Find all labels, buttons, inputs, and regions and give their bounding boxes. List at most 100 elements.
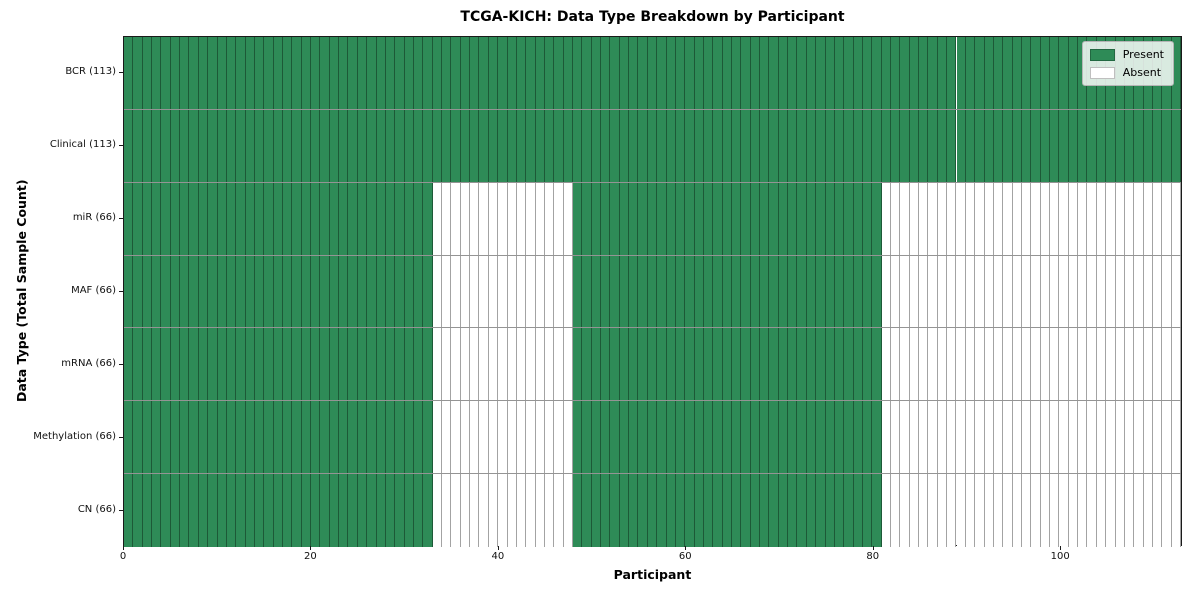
heatmap-cell [264, 182, 274, 255]
heatmap-cell [1143, 474, 1153, 547]
heatmap-cell [376, 255, 386, 328]
heatmap-cell [367, 37, 377, 109]
heatmap-cell [928, 255, 938, 328]
heatmap-cell [180, 474, 190, 547]
heatmap-cell [956, 182, 966, 255]
heatmap-cell [788, 37, 798, 109]
heatmap-cell [909, 109, 920, 182]
heatmap-cell [1050, 109, 1060, 182]
heatmap-cell [703, 474, 714, 547]
heatmap-cell [1124, 109, 1135, 182]
heatmap-cell [133, 37, 143, 109]
heatmap-cell [152, 182, 162, 255]
heatmap-cell [732, 182, 742, 255]
heatmap-cell [806, 255, 817, 328]
heatmap-row [124, 474, 1181, 547]
heatmap-cell [900, 401, 910, 474]
heatmap-cell [432, 182, 443, 255]
heatmap-cell [563, 109, 573, 182]
heatmap-cell [357, 401, 368, 474]
heatmap-cell [348, 182, 358, 255]
heatmap-cell [254, 401, 265, 474]
heatmap-cell [236, 328, 246, 401]
heatmap-cell [563, 328, 573, 401]
heatmap-cell [844, 474, 854, 547]
heatmap-cell [217, 109, 227, 182]
heatmap-cell [844, 255, 854, 328]
heatmap-cell [283, 328, 293, 401]
heatmap-cell [208, 328, 218, 401]
heatmap-cell [432, 255, 443, 328]
heatmap-cell [703, 37, 714, 109]
heatmap-cell [610, 182, 620, 255]
heatmap-cell [844, 37, 854, 109]
heatmap-cell [778, 401, 789, 474]
heatmap-cell [544, 255, 555, 328]
heatmap-cell [198, 401, 209, 474]
heatmap-cell [713, 255, 723, 328]
heatmap-cell [965, 401, 976, 474]
heatmap-cell [1003, 328, 1013, 401]
heatmap-cell [900, 109, 910, 182]
heatmap-cell [619, 182, 630, 255]
heatmap-cell [385, 328, 396, 401]
heatmap-cell [853, 37, 863, 109]
heatmap-cell [124, 182, 134, 255]
heatmap-cell [713, 109, 723, 182]
heatmap-row [124, 182, 1181, 256]
heatmap-cell [1106, 474, 1116, 547]
heatmap-cell [329, 37, 340, 109]
heatmap-cell [554, 109, 564, 182]
heatmap-cell [601, 474, 611, 547]
heatmap-cell [862, 109, 873, 182]
heatmap-cell [825, 37, 835, 109]
heatmap-cell [180, 401, 190, 474]
heatmap-cell [554, 328, 564, 401]
heatmap-cell [806, 401, 817, 474]
heatmap-cell [348, 109, 358, 182]
heatmap-cell [1134, 182, 1144, 255]
heatmap-cell [853, 474, 863, 547]
y-tick-label: mRNA (66) [61, 357, 116, 369]
y-tick-mark [119, 218, 123, 220]
heatmap-cell [161, 401, 171, 474]
heatmap-cell [348, 255, 358, 328]
heatmap-cell [1171, 182, 1181, 255]
heatmap-cell [1134, 328, 1144, 401]
heatmap-cell [301, 182, 312, 255]
heatmap-cell [601, 109, 611, 182]
heatmap-cell [283, 474, 293, 547]
heatmap-cell [189, 37, 199, 109]
heatmap-cell [367, 328, 377, 401]
heatmap-cell [189, 401, 199, 474]
heatmap-cell [479, 37, 489, 109]
heatmap-cell [376, 328, 386, 401]
legend: Present Absent [1081, 41, 1174, 86]
heatmap-cell [470, 255, 480, 328]
heatmap-cell [432, 109, 443, 182]
heatmap-cell [741, 37, 751, 109]
x-tick-mark [497, 546, 499, 550]
heatmap-cell [423, 474, 433, 547]
heatmap-cell [965, 255, 976, 328]
heatmap-cell [348, 37, 358, 109]
heatmap-cell [1124, 474, 1135, 547]
heatmap-cell [1096, 109, 1107, 182]
heatmap-cell [142, 182, 153, 255]
heatmap-cell [741, 109, 751, 182]
heatmap-cell [339, 37, 349, 109]
heatmap-cell [675, 328, 686, 401]
heatmap-cell [965, 474, 976, 547]
heatmap-cell [507, 474, 517, 547]
heatmap-row [124, 328, 1181, 402]
heatmap-cell [825, 109, 835, 182]
heatmap-cell [984, 109, 994, 182]
heatmap-cell [254, 109, 265, 182]
heatmap-cell [292, 109, 302, 182]
heatmap-cell [619, 328, 630, 401]
heatmap-cell [404, 37, 414, 109]
heatmap-cell [264, 401, 274, 474]
heatmap-cell [657, 401, 667, 474]
heatmap-cell [582, 182, 592, 255]
heatmap-cell [301, 401, 312, 474]
